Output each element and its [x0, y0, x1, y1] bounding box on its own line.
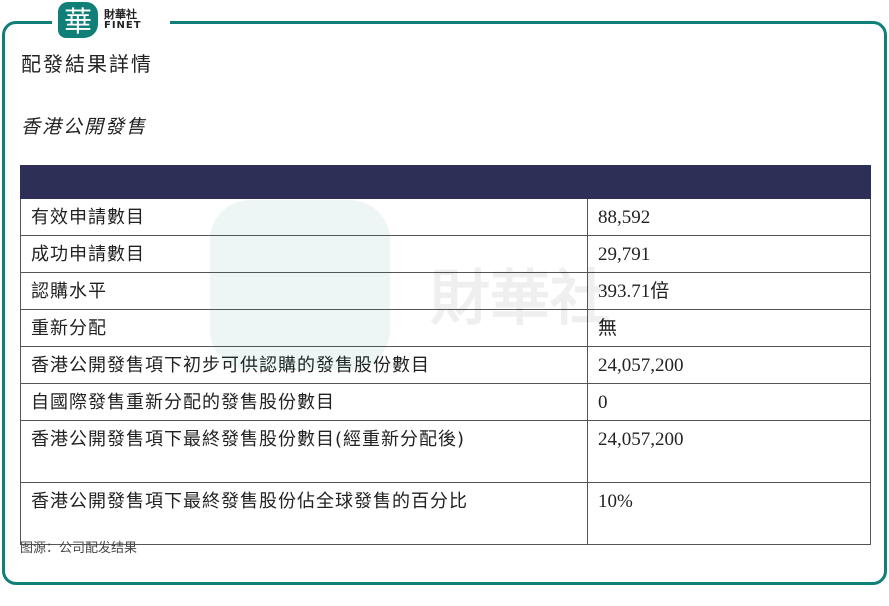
row-label: 重新分配 — [20, 309, 588, 347]
row-label: 香港公開發售項下最終發售股份數目(經重新分配後) — [20, 420, 588, 483]
row-label: 成功申請數目 — [20, 235, 588, 273]
table-row: 成功申請數目 29,791 — [20, 235, 871, 273]
row-value: 0 — [587, 383, 871, 421]
row-value: 88,592 — [587, 198, 871, 236]
row-value: 24,057,200 — [587, 420, 871, 483]
row-value: 無 — [587, 309, 871, 347]
table-header — [20, 165, 871, 199]
row-value: 10% — [587, 482, 871, 545]
row-value: 29,791 — [587, 235, 871, 273]
finet-logo: 華 財華社 FINET — [58, 2, 142, 38]
logo-name-cn: 財華社 — [104, 8, 137, 21]
watermark-text: 財華社 — [430, 264, 610, 334]
allotment-table: 有效申請數目 88,592 成功申請數目 29,791 認購水平 393.71倍 重新分配無… — [20, 165, 871, 545]
row-value: 24,057,200 — [587, 346, 871, 384]
page-title: 配發結果詳情 — [21, 52, 153, 76]
table-row: 香港公開發售項下最終發售股份佔全球發售的百分比 10% — [20, 482, 871, 545]
row-value: 393.71倍 — [587, 272, 871, 310]
table-row: 香港公開發售項下初步可供認購的發售股份數目 24,057,200 — [20, 346, 871, 384]
logo-mark: 華 — [58, 2, 98, 38]
section-subtitle: 香港公開發售 — [21, 116, 148, 138]
table-row: 香港公開發售項下最終發售股份數目(經重新分配後) 24,057,200 — [20, 420, 871, 483]
row-label: 有效申請數目 — [20, 198, 588, 236]
table-row: 有效申請數目 88,592 — [20, 198, 871, 236]
watermark-logo — [210, 200, 390, 370]
card-frame — [2, 21, 887, 585]
logo-name-en: FINET — [104, 20, 142, 31]
source-note: 图源：公司配发结果 — [20, 541, 138, 556]
table-row: 自國際發售重新分配的發售股份數目 0 — [20, 383, 871, 421]
row-label: 香港公開發售項下最終發售股份佔全球發售的百分比 — [20, 482, 588, 545]
row-label: 自國際發售重新分配的發售股份數目 — [20, 383, 588, 421]
table-row: 重新分配無 — [20, 309, 871, 347]
